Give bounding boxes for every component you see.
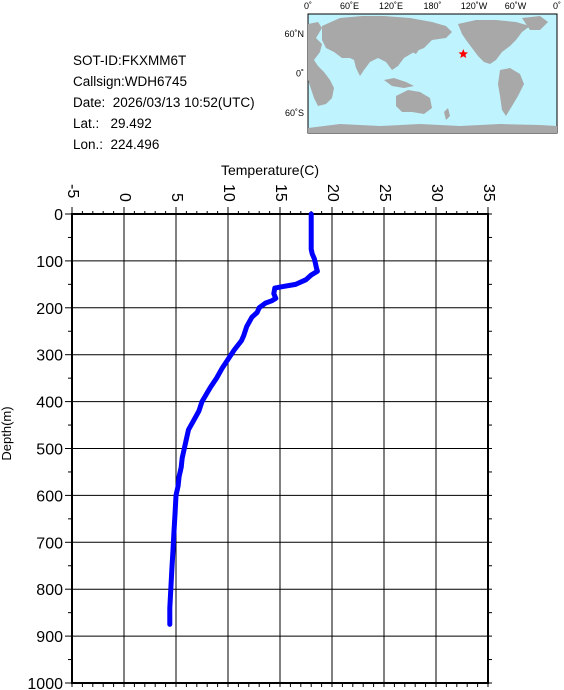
x-tick-label: -5 bbox=[64, 184, 81, 198]
chart-grid bbox=[71, 213, 489, 684]
y-tick-label: 800 bbox=[36, 582, 63, 599]
sot-id-text: SOT-ID:FKXMM6T bbox=[73, 53, 187, 68]
map-lon-label: 60˚W bbox=[505, 1, 527, 11]
y-tick-label: 900 bbox=[36, 629, 63, 646]
plot-frame bbox=[71, 213, 489, 684]
longitude-text: Lon.: 224.496 bbox=[73, 137, 160, 152]
x-tick-label: 25 bbox=[376, 184, 393, 202]
land-north-america bbox=[458, 20, 530, 64]
y-tick-label: 200 bbox=[36, 301, 63, 318]
callsign-text: Callsign:WDH6745 bbox=[73, 74, 188, 89]
map-lon-label: 0˚ bbox=[553, 1, 561, 11]
x-tick-label: 10 bbox=[220, 184, 237, 202]
x-tick-label: 30 bbox=[428, 184, 445, 202]
date-text: Date: 2026/03/13 10:52(UTC) bbox=[73, 95, 255, 110]
map-lon-label: 120˚E bbox=[379, 1, 403, 11]
land-africa-europe bbox=[308, 22, 334, 106]
map-land bbox=[308, 16, 557, 133]
land-australia bbox=[396, 90, 432, 114]
land-indonesia bbox=[384, 78, 414, 88]
y-tick-label: 0 bbox=[54, 207, 63, 224]
y-axis-ticks: 0 100 200 300 400 500 600 700 800 900 1000 bbox=[27, 207, 492, 690]
x-tick-label: 20 bbox=[324, 184, 341, 202]
map-longitude-labels: 0˚ 60˚E 120˚E 180˚ 120˚W 60˚W 0˚ bbox=[304, 1, 561, 11]
location-star-marker bbox=[458, 49, 468, 58]
land-india bbox=[354, 60, 364, 76]
map-lon-label: 120˚W bbox=[461, 1, 488, 11]
y-tick-label: 600 bbox=[36, 488, 63, 505]
land-greenland bbox=[522, 16, 548, 30]
y-axis-label: Depth(m) bbox=[0, 406, 14, 460]
y-tick-label: 500 bbox=[36, 442, 63, 459]
latitude-text: Lat.: 29.492 bbox=[73, 116, 152, 131]
x-tick-label: 5 bbox=[168, 193, 185, 202]
float-info-panel: SOT-ID:FKXMM6T Callsign:WDH6745 Date: 20… bbox=[73, 50, 255, 155]
map-lat-label: 0˚ bbox=[296, 69, 304, 79]
y-tick-label: 300 bbox=[36, 348, 63, 365]
map-lat-label: 60˚S bbox=[285, 108, 304, 118]
temperature-profile-line bbox=[167, 211, 320, 627]
map-lat-label: 60˚N bbox=[284, 29, 304, 39]
land-south-america bbox=[498, 68, 524, 116]
land-japan bbox=[412, 40, 420, 54]
x-tick-label: 35 bbox=[480, 184, 497, 202]
x-tick-label: 0 bbox=[116, 193, 133, 202]
y-tick-label: 100 bbox=[36, 254, 63, 271]
y-tick-label: 400 bbox=[36, 395, 63, 412]
map-lon-label: 60˚E bbox=[340, 1, 359, 11]
world-map: 0˚ 60˚E 120˚E 180˚ 120˚W 60˚W 0˚ 60˚N 0˚ 60˚S bbox=[284, 1, 561, 134]
land-new-zealand bbox=[444, 108, 450, 120]
map-latitude-labels: 60˚N 0˚ 60˚S bbox=[284, 29, 304, 118]
y-tick-label: 700 bbox=[36, 535, 63, 552]
land-asia bbox=[322, 16, 452, 70]
y-tick-label: 1000 bbox=[27, 676, 63, 690]
map-lon-label: 0˚ bbox=[304, 1, 312, 11]
x-axis-label: Temperature(C) bbox=[221, 162, 319, 178]
land-antarctica bbox=[308, 124, 557, 133]
x-tick-label: 15 bbox=[272, 184, 289, 202]
map-lon-label: 180˚ bbox=[423, 1, 441, 11]
